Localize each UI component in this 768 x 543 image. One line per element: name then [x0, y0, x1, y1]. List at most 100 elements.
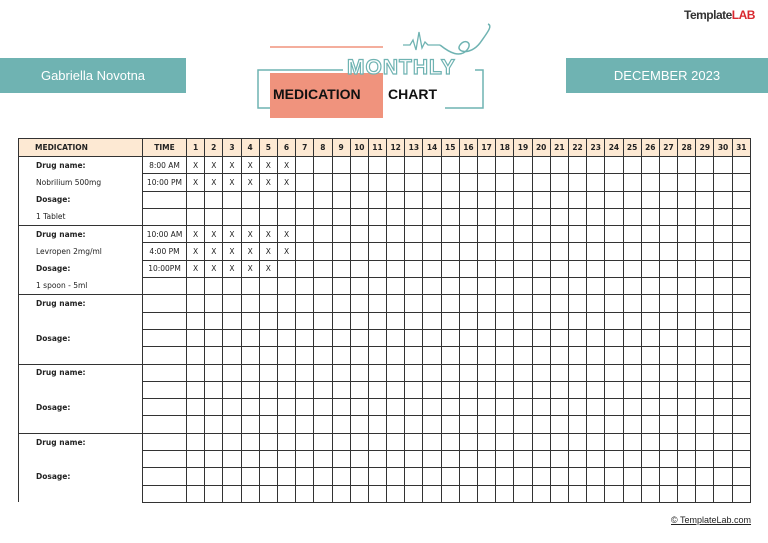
day-cell[interactable]: [713, 190, 733, 209]
day-cell[interactable]: [731, 432, 752, 452]
day-cell[interactable]: [604, 173, 624, 192]
day-cell[interactable]: [458, 363, 479, 382]
footer-link[interactable]: © TemplateLab.com: [671, 515, 752, 525]
day-cell[interactable]: [549, 155, 569, 175]
day-cell[interactable]: [331, 311, 351, 330]
day-cell[interactable]: [386, 311, 406, 330]
day-cell[interactable]: [204, 207, 224, 227]
day-cell[interactable]: [549, 294, 569, 313]
day-cell[interactable]: [476, 294, 497, 313]
day-cell[interactable]: [440, 450, 460, 469]
day-cell[interactable]: X: [204, 173, 224, 192]
day-cell[interactable]: [331, 432, 351, 452]
day-cell[interactable]: [658, 207, 679, 227]
day-cell[interactable]: [331, 242, 351, 261]
day-cell[interactable]: [713, 242, 733, 261]
day-cell[interactable]: [604, 277, 624, 296]
day-cell[interactable]: [567, 363, 588, 382]
day-cell[interactable]: [604, 380, 624, 400]
day-cell[interactable]: [476, 467, 497, 486]
day-cell[interactable]: [695, 242, 715, 261]
day-cell[interactable]: [531, 190, 551, 209]
day-cell[interactable]: [677, 484, 697, 503]
day-cell[interactable]: [440, 484, 460, 503]
day-cell[interactable]: [695, 450, 715, 469]
day-cell[interactable]: [476, 484, 497, 503]
day-cell[interactable]: [476, 432, 497, 452]
day-cell[interactable]: [677, 328, 697, 348]
time-cell[interactable]: [142, 398, 187, 417]
day-cell[interactable]: [240, 363, 260, 382]
day-cell[interactable]: [549, 415, 569, 434]
day-cell[interactable]: [185, 311, 206, 330]
day-cell[interactable]: [531, 207, 551, 227]
day-cell[interactable]: [404, 190, 424, 209]
day-cell[interactable]: [640, 259, 660, 279]
medication-cell[interactable]: 1 Tablet: [18, 208, 143, 226]
day-cell[interactable]: [295, 415, 315, 434]
day-cell[interactable]: [422, 467, 442, 486]
day-cell[interactable]: [276, 311, 297, 330]
day-cell[interactable]: [386, 190, 406, 209]
day-cell[interactable]: [458, 346, 479, 365]
medication-cell[interactable]: [18, 381, 143, 399]
day-cell[interactable]: [495, 277, 515, 296]
day-cell[interactable]: [295, 259, 315, 279]
day-cell[interactable]: [313, 346, 333, 365]
day-cell[interactable]: [404, 346, 424, 365]
day-cell[interactable]: [731, 484, 752, 503]
day-cell[interactable]: [586, 467, 606, 486]
day-cell[interactable]: [422, 225, 442, 244]
day-cell[interactable]: [513, 346, 533, 365]
day-cell[interactable]: [313, 225, 333, 244]
day-cell[interactable]: [549, 173, 569, 192]
day-cell[interactable]: [367, 311, 388, 330]
day-cell[interactable]: [476, 346, 497, 365]
medication-cell[interactable]: Drug name:: [18, 363, 143, 382]
day-cell[interactable]: [204, 190, 224, 209]
day-cell[interactable]: [549, 450, 569, 469]
day-cell[interactable]: [313, 467, 333, 486]
day-cell[interactable]: [386, 294, 406, 313]
day-cell[interactable]: [422, 242, 442, 261]
day-cell[interactable]: [495, 450, 515, 469]
day-cell[interactable]: [658, 155, 679, 175]
day-cell[interactable]: [276, 467, 297, 486]
day-cell[interactable]: [495, 484, 515, 503]
day-cell[interactable]: [222, 207, 242, 227]
day-cell[interactable]: [458, 173, 479, 192]
day-cell[interactable]: [331, 294, 351, 313]
day-cell[interactable]: [222, 380, 242, 400]
day-cell[interactable]: [258, 328, 278, 348]
medication-cell[interactable]: Drug name:: [18, 155, 143, 174]
medication-cell[interactable]: [18, 415, 143, 434]
day-cell[interactable]: [458, 380, 479, 400]
day-cell[interactable]: [422, 155, 442, 175]
day-cell[interactable]: [422, 346, 442, 365]
time-cell[interactable]: [142, 432, 187, 452]
day-cell[interactable]: [185, 363, 206, 382]
day-cell[interactable]: [404, 225, 424, 244]
day-cell[interactable]: [713, 277, 733, 296]
day-cell[interactable]: [495, 190, 515, 209]
day-cell[interactable]: [731, 450, 752, 469]
day-cell[interactable]: [331, 450, 351, 469]
day-cell[interactable]: [276, 398, 297, 417]
day-cell[interactable]: [295, 225, 315, 244]
day-cell[interactable]: [295, 450, 315, 469]
day-cell[interactable]: [440, 363, 460, 382]
day-cell[interactable]: [458, 190, 479, 209]
day-cell[interactable]: [349, 259, 369, 279]
day-cell[interactable]: [386, 173, 406, 192]
day-cell[interactable]: [404, 155, 424, 175]
day-cell[interactable]: X: [185, 242, 206, 261]
day-cell[interactable]: [476, 450, 497, 469]
day-cell[interactable]: [677, 294, 697, 313]
day-cell[interactable]: [567, 484, 588, 503]
day-cell[interactable]: [222, 328, 242, 348]
day-cell[interactable]: [586, 484, 606, 503]
day-cell[interactable]: [549, 398, 569, 417]
day-cell[interactable]: [185, 484, 206, 503]
day-cell[interactable]: [658, 190, 679, 209]
day-cell[interactable]: [731, 311, 752, 330]
